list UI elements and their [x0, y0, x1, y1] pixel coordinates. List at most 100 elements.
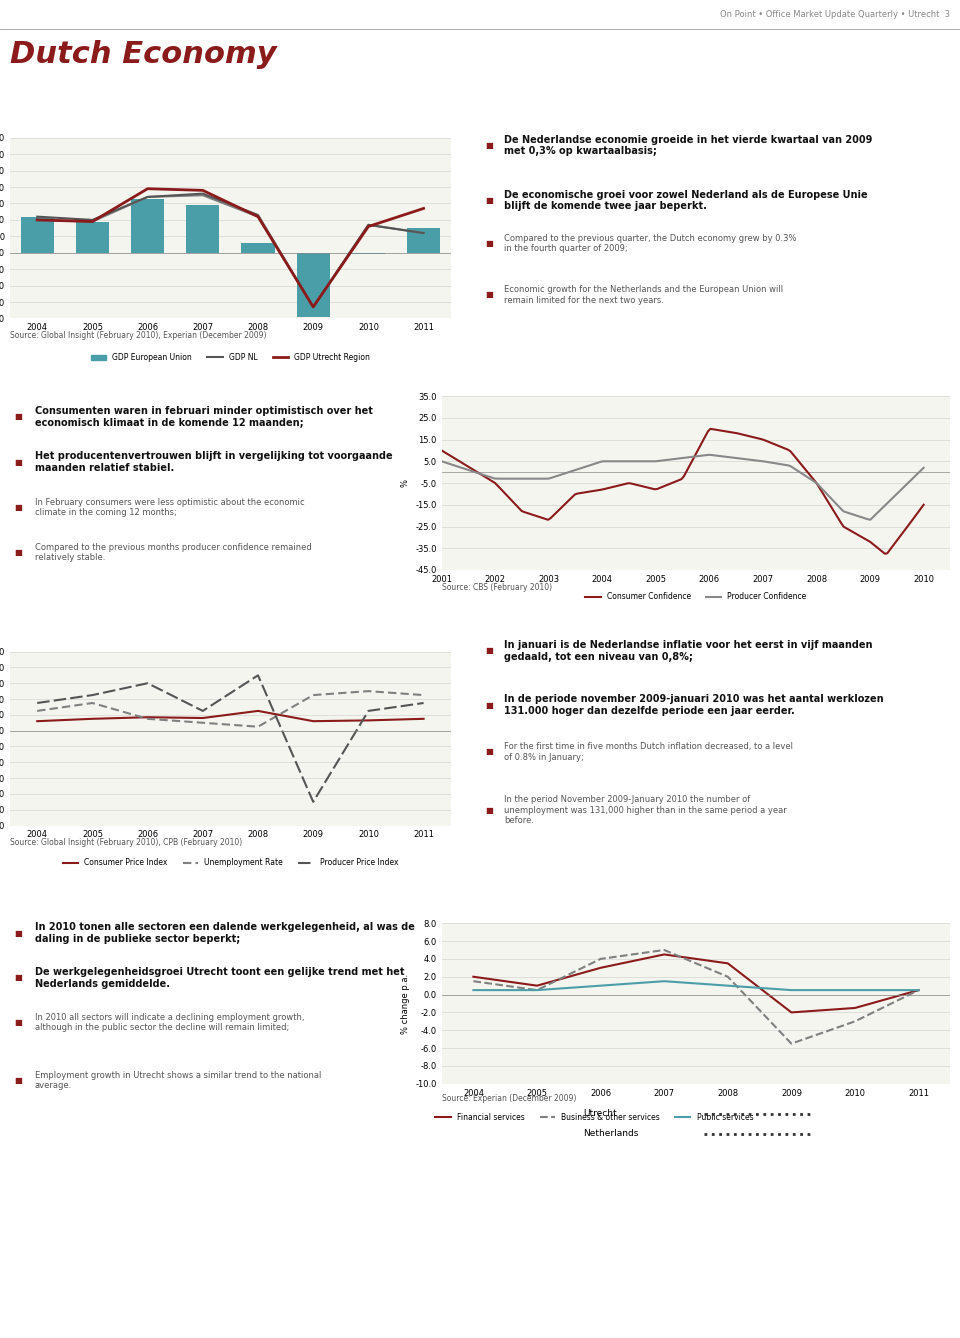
Consumer Confidence [705, 421, 716, 438]
Public services [659, 973, 670, 989]
Bar [186, 205, 219, 253]
Business & other services [722, 969, 733, 985]
Text: ■: ■ [13, 1076, 22, 1085]
Line: Producer Confidence: Producer Confidence [442, 455, 924, 519]
Consumer Price Index [363, 712, 374, 728]
Consumer Price Index [307, 713, 319, 729]
Public services [468, 982, 479, 998]
Text: ■: ■ [485, 805, 492, 815]
Consumer Confidence [465, 460, 476, 476]
Text: For the first time in five months Dutch inflation decreased, to a level
of 0.8% : For the first time in five months Dutch … [504, 743, 793, 761]
Text: Source: CBS (February 2010): Source: CBS (February 2010) [442, 583, 552, 591]
Text: ■: ■ [13, 929, 22, 938]
Bar [131, 198, 164, 253]
Bar [297, 253, 330, 317]
Unemployment Rate [197, 714, 208, 731]
Consumer Confidence [525, 506, 537, 522]
Consumer Price Index [142, 709, 154, 725]
Text: ■: ■ [485, 195, 492, 205]
Text: In 2010 all sectors will indicate a declining employment growth,
although in the: In 2010 all sectors will indicate a decl… [35, 1013, 304, 1032]
Financial services [659, 946, 670, 962]
Line: Financial services: Financial services [473, 954, 919, 1013]
Consumer Confidence [899, 523, 910, 539]
Unemployment Rate [86, 694, 98, 710]
Producer Price Index [418, 694, 429, 710]
Public services [785, 982, 797, 998]
Unemployment Rate [363, 684, 374, 700]
Unemployment Rate [418, 688, 429, 704]
Text: ■: ■ [13, 549, 22, 557]
Public services [722, 978, 733, 994]
Producer Price Index [197, 702, 208, 719]
Public services [595, 978, 607, 994]
Text: On Point • Office Market Update Quarterly • Utrecht  3: On Point • Office Market Update Quarterl… [720, 11, 950, 19]
Bar [21, 217, 54, 253]
Text: ■: ■ [485, 240, 492, 249]
Legend: Consumer Price Index, Unemployment Rate, Producer Price Index: Consumer Price Index, Unemployment Rate,… [60, 855, 401, 871]
Consumer Price Index [252, 702, 264, 719]
Text: ■: ■ [13, 973, 22, 982]
Text: ■: ■ [13, 1018, 22, 1026]
Unemployment Rate [142, 710, 154, 727]
Consumer Confidence [436, 443, 447, 459]
Text: Economic growth for the Netherlands and the European Union will
remain limited f: Economic growth for the Netherlands and … [504, 285, 783, 305]
Business & other services [595, 951, 607, 967]
Legend: Consumer Confidence, Producer Confidence: Consumer Confidence, Producer Confidence [582, 589, 810, 605]
Text: Consumenten waren in februari minder optimistisch over het
economisch klimaat in: Consumenten waren in februari minder opt… [35, 407, 372, 428]
Business & other services [531, 982, 542, 998]
Text: Netherlands: Netherlands [584, 1129, 638, 1139]
Text: Future Growth: Gross Domestic Product: Future Growth: Gross Domestic Product [19, 112, 283, 126]
Consumer Confidence [455, 454, 467, 470]
Text: Source: Global Insight (February 2010), Experian (December 2009): Source: Global Insight (February 2010), … [10, 332, 266, 340]
Business & other services [850, 1013, 861, 1029]
Text: Compared to the previous quarter, the Dutch economy grew by 0.3%
in the fourth q: Compared to the previous quarter, the Du… [504, 234, 797, 253]
Bar [407, 227, 440, 253]
Producer Confidence [564, 464, 576, 480]
Bar [76, 222, 109, 253]
Unemployment Rate [307, 688, 319, 704]
Text: ■: ■ [485, 646, 492, 656]
Text: Compared to the previous months producer confidence remained
relatively stable.: Compared to the previous months producer… [35, 543, 312, 562]
Producer Confidence [918, 460, 929, 476]
Consumer Confidence [881, 545, 893, 561]
Text: In januari is de Nederlandse inflatie voor het eerst in vijf maanden
gedaald, to: In januari is de Nederlandse inflatie vo… [504, 640, 873, 662]
Line: Business & other services: Business & other services [473, 950, 919, 1044]
Consumer Confidence [918, 496, 929, 512]
Producer Confidence [865, 511, 876, 527]
Text: ■: ■ [485, 701, 492, 709]
Public services [531, 982, 542, 998]
Unemployment Rate [252, 719, 264, 735]
Financial services [531, 978, 542, 994]
Producer Price Index [32, 694, 43, 710]
Line: Consumer Price Index: Consumer Price Index [37, 710, 423, 721]
Text: ■: ■ [485, 140, 492, 150]
Text: In the period November 2009-January 2010 the number of
unemployment was 131,000 : In the period November 2009-January 2010… [504, 795, 787, 826]
Financial services [850, 999, 861, 1016]
Producer Confidence [881, 495, 893, 511]
Producer Confidence [899, 479, 910, 495]
Line: Producer Price Index: Producer Price Index [37, 676, 423, 801]
Unemployment Rate [32, 702, 43, 719]
Producer Confidence [455, 459, 467, 475]
Producer Confidence [436, 454, 447, 470]
Consumer Price Index [197, 710, 208, 727]
Line: Unemployment Rate: Unemployment Rate [37, 692, 423, 727]
Text: ■: ■ [485, 748, 492, 756]
Text: De werkgelegenheidsgroei Utrecht toont een gelijke trend met het
Nederlands gemi: De werkgelegenheidsgroei Utrecht toont e… [35, 967, 404, 989]
Business & other services [785, 1036, 797, 1052]
Text: Confidence Indicators: Confidence Indicators [19, 371, 164, 384]
Legend: GDP European Union, GDP NL, GDP Utrecht Region: GDP European Union, GDP NL, GDP Utrecht … [87, 351, 373, 365]
Producer Price Index [86, 688, 98, 704]
Text: In de periode november 2009-januari 2010 was het aantal werklozen
131.000 hoger : In de periode november 2009-januari 2010… [504, 694, 883, 716]
Text: Source: Experian (December 2009): Source: Experian (December 2009) [442, 1094, 576, 1103]
Producer Price Index [307, 793, 319, 809]
Financial services [468, 969, 479, 985]
Producer Confidence [705, 447, 716, 463]
Legend: Financial services, Business & other services, Public services: Financial services, Business & other ser… [432, 1109, 756, 1125]
Text: De economische groei voor zowel Nederland als de Europese Unie
blijft de komende: De economische groei voor zowel Nederlan… [504, 190, 868, 211]
Text: Utrecht: Utrecht [584, 1109, 617, 1119]
Producer Price Index [142, 676, 154, 692]
Business & other services [659, 942, 670, 958]
Financial services [722, 955, 733, 971]
Text: Employment growth by sector: Employment growth by sector [19, 884, 218, 898]
